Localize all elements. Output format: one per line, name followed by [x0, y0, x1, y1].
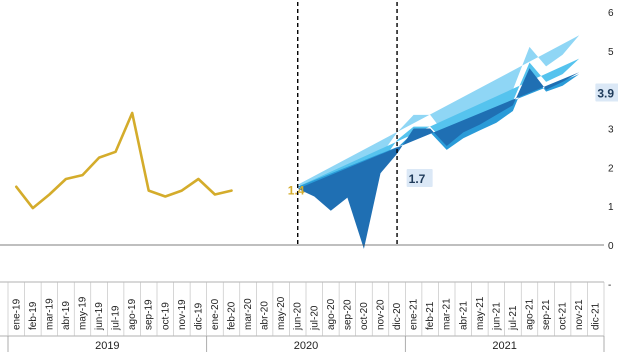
x-tick-label: feb-20	[227, 301, 238, 330]
annotation-bg	[595, 83, 618, 102]
x-tick-label: dic-20	[392, 302, 403, 330]
x-tick-label: jun-21	[491, 302, 502, 331]
y-tick-label: 5	[608, 47, 614, 58]
x-tick-label: nov-21	[574, 299, 585, 330]
annotation-label-3: 3.9	[597, 87, 614, 101]
year-label-2021: 2021	[492, 340, 516, 352]
x-tick-label: jun-19	[94, 302, 105, 331]
x-tick-label: oct-21	[558, 302, 569, 330]
x-tick-label: mar-21	[442, 298, 453, 330]
year-label-2019: 2019	[95, 340, 119, 352]
fan-band-4	[297, 68, 580, 249]
x-tick-label: may-20	[276, 296, 287, 330]
x-tick-label: jun-20	[293, 302, 304, 331]
x-tick-label: mar-20	[243, 298, 254, 330]
annotation-label-2: 1.7	[409, 172, 426, 186]
x-tick-label: ago-20	[326, 298, 337, 330]
x-tick-label: dic-21	[591, 302, 602, 330]
x-tick-label: nov-19	[177, 299, 188, 330]
x-tick-label: oct-20	[359, 302, 370, 330]
x-tick-label: ene-20	[210, 298, 221, 330]
y-tick-label: 0	[608, 241, 614, 252]
x-tick-label: abr-20	[260, 301, 271, 330]
x-tick-label: sep-20	[342, 299, 353, 330]
x-tick-label: mar-19	[44, 298, 55, 330]
y-tick-label: 2	[608, 163, 614, 174]
y-tick-label: -	[608, 280, 611, 291]
x-tick-label: feb-21	[425, 301, 436, 330]
observed-line	[15, 111, 233, 210]
fan-band-3	[297, 70, 580, 245]
x-tick-label: feb-19	[28, 301, 39, 330]
x-tick-label: jul-20	[309, 305, 320, 331]
y-tick-label: 6	[608, 8, 614, 19]
x-tick-label: may-19	[78, 296, 89, 330]
x-tick-label: ago-19	[127, 298, 138, 330]
x-tick-label: abr-21	[458, 301, 469, 330]
x-tick-label: ene-21	[409, 298, 420, 330]
x-tick-label: sep-19	[144, 299, 155, 330]
x-tick-label: ene-19	[11, 298, 22, 330]
x-tick-label: sep-21	[541, 299, 552, 330]
annotation-label-1: 1.4	[288, 184, 305, 198]
x-tick-label: ago-21	[525, 298, 536, 330]
year-label-2020: 2020	[294, 340, 318, 352]
x-tick-label: jul-19	[111, 305, 122, 331]
x-tick-label: nov-20	[376, 299, 387, 330]
x-tick-label: may-21	[475, 296, 486, 330]
x-tick-label: jul-21	[508, 305, 519, 331]
annotation-bg	[406, 168, 433, 187]
x-tick-label: oct-19	[160, 302, 171, 330]
y-tick-label: 3	[608, 125, 614, 136]
x-tick-label: abr-19	[61, 301, 72, 330]
x-tick-label: dic-19	[193, 302, 204, 330]
y-tick-label: 1	[608, 202, 614, 213]
